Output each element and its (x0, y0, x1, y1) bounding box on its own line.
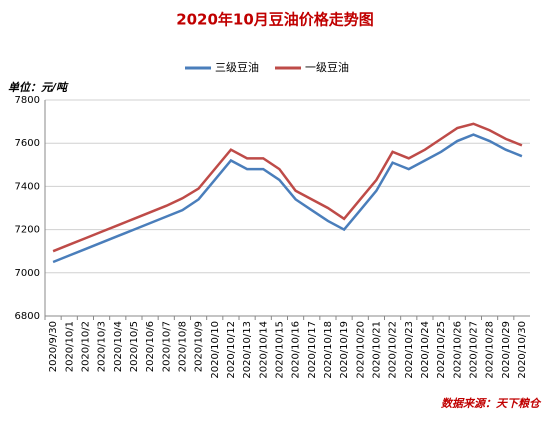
chart-title: 2020年10月豆油价格走势图 (176, 11, 374, 29)
x-tick-label: 2020/10/3 (97, 321, 108, 372)
x-tick-label: 2020/10/19 (339, 321, 350, 379)
x-tick-label: 2020/10/24 (420, 321, 431, 379)
x-tick-label: 2020/10/22 (388, 321, 399, 379)
x-tick-label: 2020/10/8 (177, 321, 188, 372)
x-tick-label: 2020/10/21 (371, 321, 382, 379)
x-tick-label: 2020/10/14 (258, 321, 269, 379)
x-tick-label: 2020/10/10 (210, 321, 221, 379)
x-tick-label: 2020/10/18 (323, 321, 334, 379)
x-tick-label: 2020/10/5 (129, 321, 140, 372)
x-tick-label: 2020/10/12 (226, 321, 237, 379)
x-tick-label: 2020/10/17 (307, 321, 318, 379)
x-tick-label: 2020/10/4 (113, 321, 124, 372)
y-tick-label: 7800 (15, 95, 40, 106)
y-tick-label: 7600 (15, 138, 40, 149)
x-tick-label: 2020/9/30 (48, 321, 59, 372)
x-tick-label: 2020/10/16 (291, 321, 302, 379)
x-tick-label: 2020/10/29 (501, 321, 512, 379)
x-tick-label: 2020/10/1 (64, 321, 75, 372)
y-tick-label: 6800 (15, 311, 40, 322)
x-tick-label: 2020/10/25 (436, 321, 447, 379)
x-tick-label: 2020/10/2 (80, 321, 91, 372)
x-tick-label: 2020/10/27 (468, 321, 479, 379)
legend-label: 三级豆油 (215, 60, 259, 74)
y-tick-label: 7200 (15, 225, 40, 236)
line (52, 133, 523, 264)
y-axis-label: 单位：元/吨 (8, 81, 69, 94)
line (52, 122, 523, 253)
y-tick-label: 7000 (15, 268, 40, 279)
x-tick-label: 2020/10/13 (242, 321, 253, 379)
x-tick-label: 2020/10/28 (485, 321, 496, 379)
x-tick-label: 2020/10/23 (404, 321, 415, 379)
x-tick-label: 2020/10/15 (274, 321, 285, 379)
x-tick-label: 2020/10/30 (517, 321, 528, 379)
x-tick-label: 2020/10/20 (355, 321, 366, 379)
x-tick-label: 2020/10/9 (194, 321, 205, 372)
x-tick-label: 2020/10/7 (161, 321, 172, 372)
x-tick-label: 2020/10/6 (145, 321, 156, 372)
source: 数据来源：天下粮仓 (441, 397, 542, 410)
x-tick-label: 2020/10/26 (452, 321, 463, 379)
legend-label: 一级豆油 (305, 60, 349, 74)
y-tick-label: 7400 (15, 181, 40, 192)
